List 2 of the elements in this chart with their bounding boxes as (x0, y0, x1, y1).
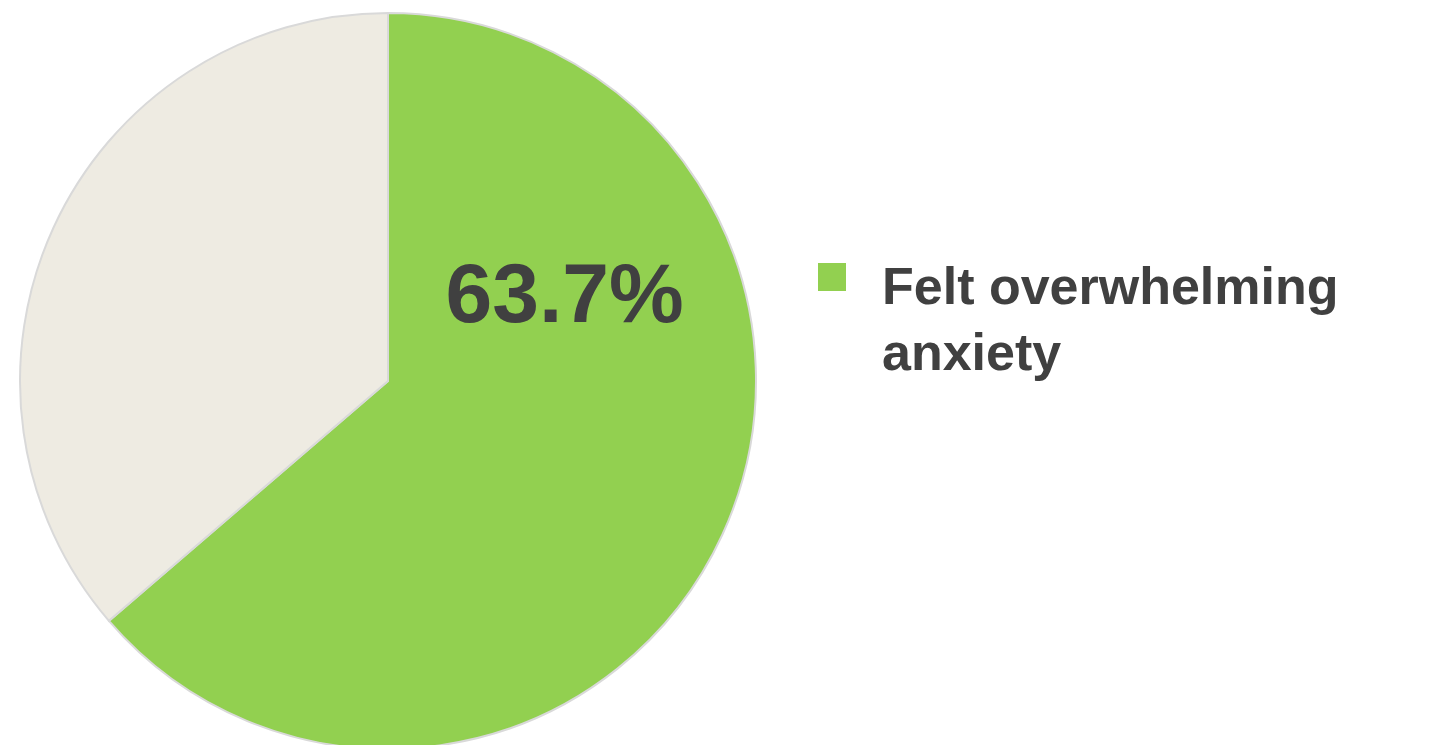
data-label: 63.7% (445, 246, 684, 341)
legend-label: Felt overwhelming anxiety (882, 256, 1340, 383)
